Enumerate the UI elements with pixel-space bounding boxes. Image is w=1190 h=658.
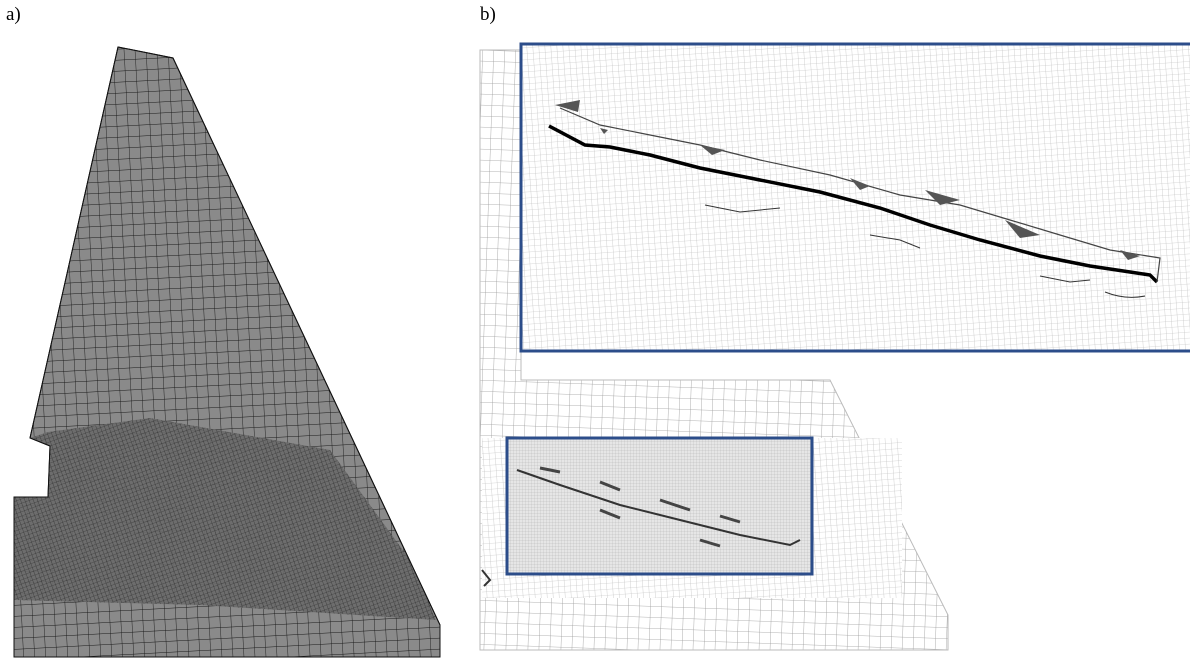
crack-fragments [539, 466, 741, 548]
zoom-region [505, 436, 814, 576]
crack-fragments [555, 100, 1140, 260]
inset [519, 42, 1190, 353]
mesh-b [479, 49, 949, 651]
panel-label: b) [480, 4, 496, 25]
mesh-a [13, 46, 441, 658]
panel-label: a) [6, 4, 21, 25]
